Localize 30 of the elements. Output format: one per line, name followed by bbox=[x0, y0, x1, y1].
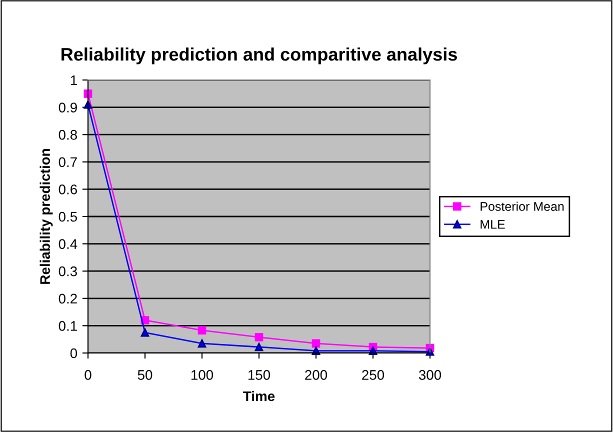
point bbox=[254, 342, 264, 352]
y-tick-label: 0.8 bbox=[58, 130, 77, 140]
y-tick-label: 0.4 bbox=[58, 239, 78, 249]
y-tick-label: 0 bbox=[70, 348, 78, 358]
y-tick-label: 0.6 bbox=[58, 184, 77, 194]
x-tick-label: 50 bbox=[138, 370, 152, 380]
point bbox=[198, 326, 206, 335]
chart-title: Reliability prediction and comparitive analysis bbox=[62, 47, 457, 64]
x-tick-label: 100 bbox=[191, 370, 214, 380]
y-tick-label: 0.7 bbox=[58, 157, 77, 168]
x-tick-label: 300 bbox=[418, 370, 442, 380]
y-tick-label: 1 bbox=[70, 75, 77, 86]
point bbox=[254, 333, 264, 342]
y-tick-label: 0.9 bbox=[58, 102, 77, 112]
y-axis-title: Reliability prediction bbox=[40, 149, 53, 284]
x-tick-label: 200 bbox=[305, 370, 328, 380]
y-tick-label: 0.2 bbox=[58, 294, 77, 304]
point bbox=[140, 328, 150, 337]
legend-label: MLE bbox=[480, 220, 505, 229]
y-tick-label: 0.1 bbox=[58, 321, 77, 331]
point bbox=[312, 339, 320, 348]
x-tick-label: 250 bbox=[362, 370, 384, 380]
y-tick-label: 0.5 bbox=[58, 212, 78, 222]
point bbox=[198, 339, 206, 348]
x-axis-title: Time bbox=[243, 390, 275, 402]
x-tick-label: 0 bbox=[84, 370, 92, 380]
legend-label: Posterior Mean bbox=[480, 202, 564, 211]
x-tick-label: 150 bbox=[248, 370, 270, 380]
point bbox=[426, 347, 434, 356]
y-tick-label: 0.3 bbox=[58, 266, 77, 276]
